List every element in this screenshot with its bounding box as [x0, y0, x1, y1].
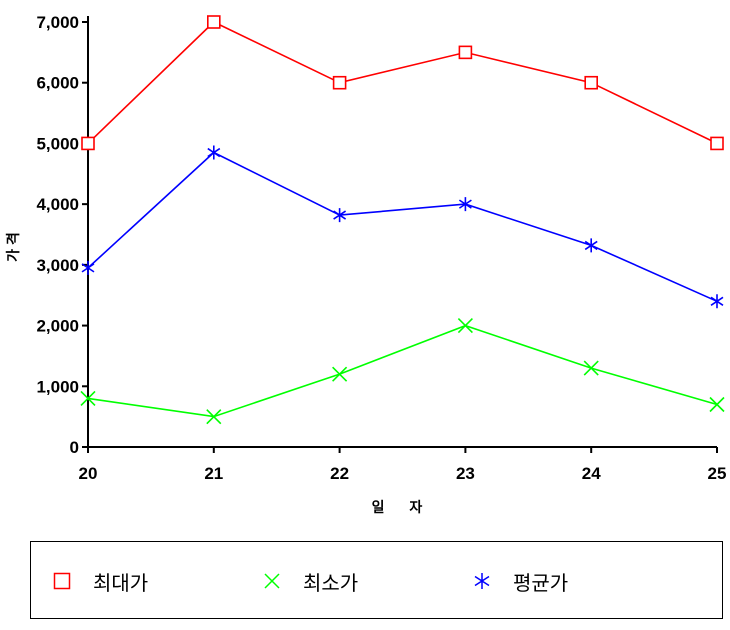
data-point-square [81, 136, 95, 151]
y-tick-label: 4,000 [36, 195, 79, 214]
x-axis-ticks: 20 21 22 23 24 25 [79, 447, 727, 483]
data-point-asterisk [207, 145, 221, 160]
x-tick-label: 25 [708, 464, 727, 483]
y-tick-label: 6,000 [36, 74, 79, 93]
series-markers [80, 15, 725, 425]
x-axis-label: 일 자 [372, 500, 433, 516]
series-line-1 [87, 324, 718, 418]
y-tick-label: 0 [70, 438, 79, 457]
legend-label-max: 최대가 [93, 570, 149, 595]
x-tick-label: 23 [456, 464, 475, 483]
x-tick-label: 21 [204, 464, 223, 483]
data-point-x [709, 396, 725, 413]
x-tick-label: 20 [79, 464, 98, 483]
series-line-2 [87, 151, 718, 303]
y-tick-label: 7,000 [36, 13, 79, 32]
chart-axes [82, 16, 717, 453]
data-point-asterisk [710, 294, 724, 309]
data-point-x [583, 360, 599, 376]
series-lines [87, 21, 718, 418]
data-point-asterisk [584, 238, 598, 253]
data-point-square [207, 15, 221, 29]
data-point-square [458, 45, 473, 60]
data-point-x [80, 390, 96, 406]
legend-label-min: 최소가 [303, 570, 359, 595]
y-tick-label: 1,000 [36, 377, 79, 396]
data-point-x [457, 318, 473, 334]
legend-label-avg: 평균가 [513, 570, 569, 595]
x-tick-label: 22 [330, 464, 349, 483]
data-point-x [206, 409, 222, 425]
y-tick-label: 5,000 [36, 134, 79, 153]
y-axis-ticks: 0 1,000 2,000 3,000 4,000 5,000 6,000 7,000 [36, 13, 88, 457]
x-tick-label: 24 [582, 464, 601, 483]
data-point-square [332, 75, 347, 90]
y-tick-label: 3,000 [36, 256, 79, 275]
legend-x-marker-icon [264, 573, 280, 589]
legend-item-avg: 평균가 [473, 542, 568, 620]
data-point-square [710, 136, 724, 151]
legend-item-min: 최소가 [263, 542, 358, 620]
data-point-asterisk [458, 197, 472, 212]
legend-item-max: 최대가 [53, 542, 148, 620]
data-point-x [332, 366, 348, 382]
legend-square-marker-icon [53, 572, 71, 590]
chart-legend: 최대가 최소가 평균가 [30, 541, 723, 619]
data-point-square [584, 75, 599, 90]
legend-asterisk-marker-icon [474, 573, 490, 589]
data-point-asterisk [333, 208, 347, 223]
y-tick-label: 2,000 [36, 317, 79, 336]
y-axis-label: 가격 [5, 228, 22, 262]
data-point-asterisk [81, 260, 95, 275]
series-line-0 [87, 21, 718, 145]
